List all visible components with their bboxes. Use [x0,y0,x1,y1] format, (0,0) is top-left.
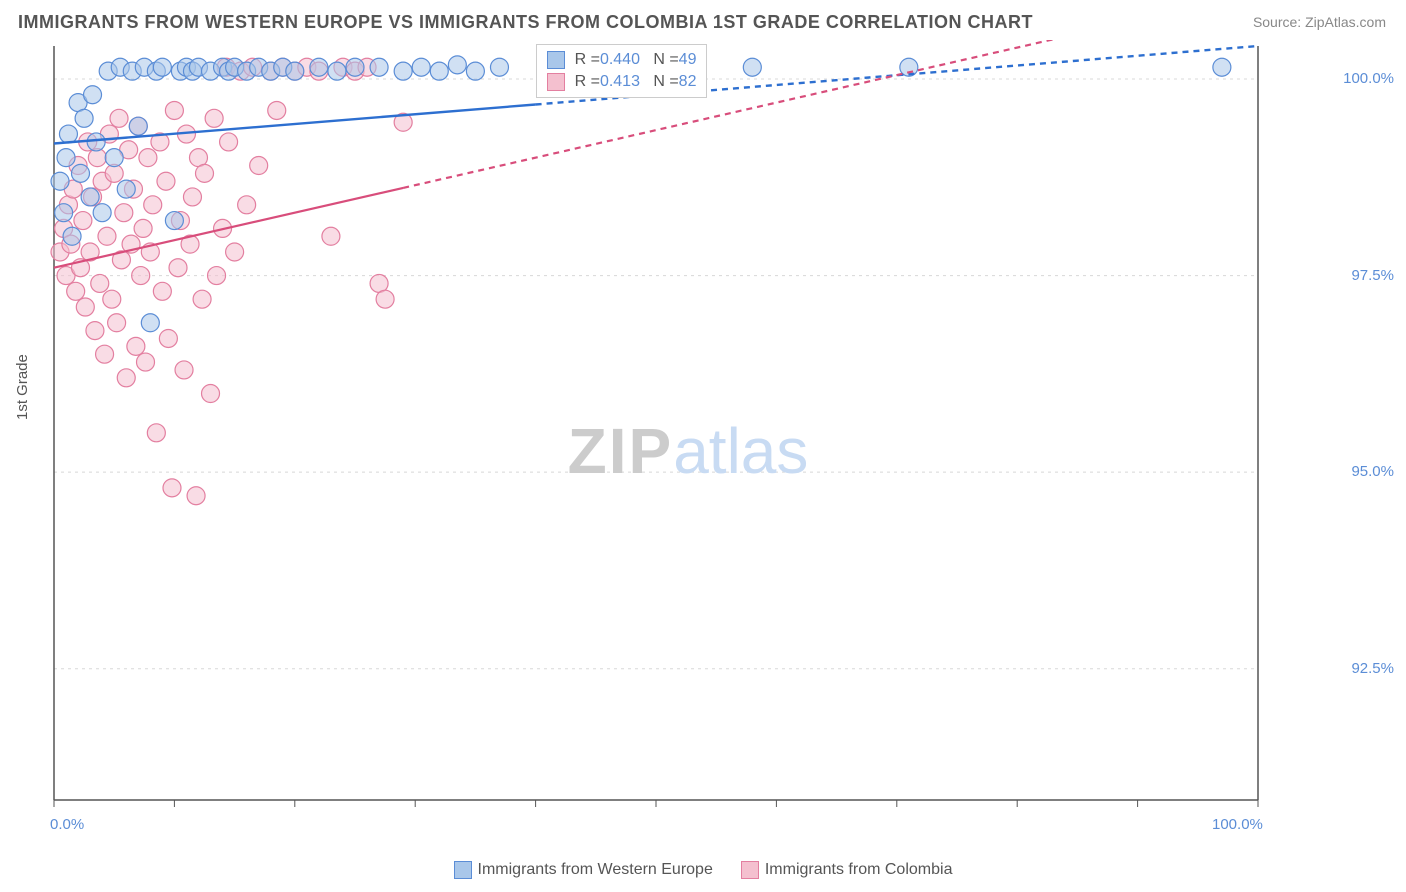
legend-swatch [547,73,565,91]
bottom-legend: Immigrants from Western Europe Immigrants… [0,861,1406,884]
plot-area: ZIPatlas R = 0.440 N = 49R = 0.413 N = 8… [48,40,1328,830]
legend-swatch [454,861,472,879]
chart-svg [48,40,1328,830]
bottom-legend-item: Immigrants from Colombia [741,861,953,879]
legend-swatch [547,51,565,69]
x-tick-label: 100.0% [1212,816,1263,833]
legend-swatch [741,861,759,879]
y-tick-label: 95.0% [1351,463,1394,480]
correlation-row: R = 0.413 N = 82 [547,71,697,93]
y-axis-label: 1st Grade [14,354,31,420]
source-label: Source: ZipAtlas.com [1253,14,1386,30]
correlation-legend-box: R = 0.440 N = 49 R = 0.413 N = 82 [536,44,708,98]
bottom-legend-item: Immigrants from Western Europe [454,861,713,879]
y-tick-label: 92.5% [1351,660,1394,677]
y-tick-label: 100.0% [1343,70,1394,87]
y-tick-label: 97.5% [1351,267,1394,284]
correlation-row: R = 0.440 N = 49 [547,49,697,71]
chart-title: IMMIGRANTS FROM WESTERN EUROPE VS IMMIGR… [18,12,1033,33]
correlation-text: R = 0.413 N = 82 [575,73,697,91]
legend-label: Immigrants from Colombia [765,861,953,879]
correlation-text: R = 0.440 N = 49 [575,51,697,69]
legend-label: Immigrants from Western Europe [478,861,713,879]
x-tick-label: 0.0% [50,816,84,833]
